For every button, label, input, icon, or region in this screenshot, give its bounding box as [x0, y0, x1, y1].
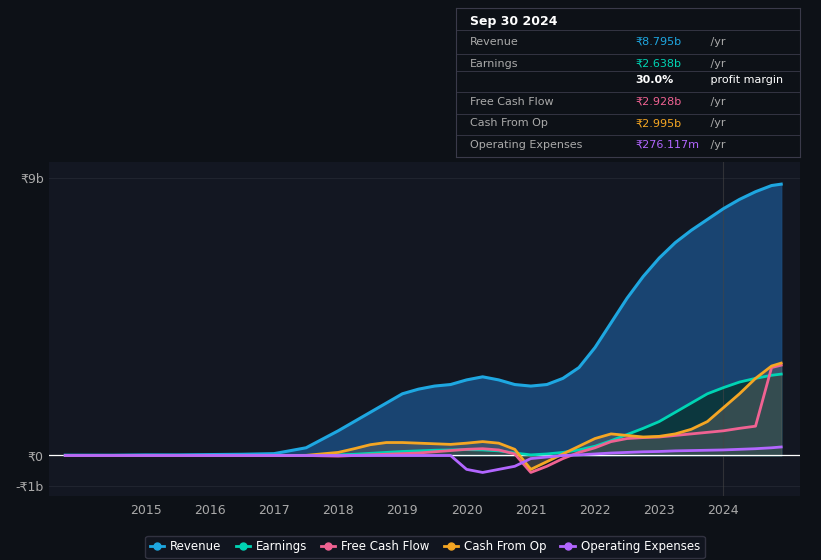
Text: ₹2.928b: ₹2.928b — [635, 97, 681, 107]
Text: ₹2.638b: ₹2.638b — [635, 59, 681, 69]
Text: /yr: /yr — [707, 59, 726, 69]
Legend: Revenue, Earnings, Free Cash Flow, Cash From Op, Operating Expenses: Revenue, Earnings, Free Cash Flow, Cash … — [145, 535, 704, 558]
Text: profit margin: profit margin — [707, 76, 783, 85]
Text: /yr: /yr — [707, 37, 726, 47]
Text: Free Cash Flow: Free Cash Flow — [470, 97, 554, 107]
Text: ₹2.995b: ₹2.995b — [635, 118, 681, 128]
Text: Earnings: Earnings — [470, 59, 519, 69]
Text: ₹8.795b: ₹8.795b — [635, 37, 681, 47]
Text: /yr: /yr — [707, 97, 726, 107]
Text: Cash From Op: Cash From Op — [470, 118, 548, 128]
Text: 30.0%: 30.0% — [635, 76, 673, 85]
Text: /yr: /yr — [707, 118, 726, 128]
Text: /yr: /yr — [707, 140, 726, 150]
Text: Operating Expenses: Operating Expenses — [470, 140, 583, 150]
Text: Revenue: Revenue — [470, 37, 519, 47]
Text: ₹276.117m: ₹276.117m — [635, 140, 699, 150]
Text: Sep 30 2024: Sep 30 2024 — [470, 15, 557, 28]
